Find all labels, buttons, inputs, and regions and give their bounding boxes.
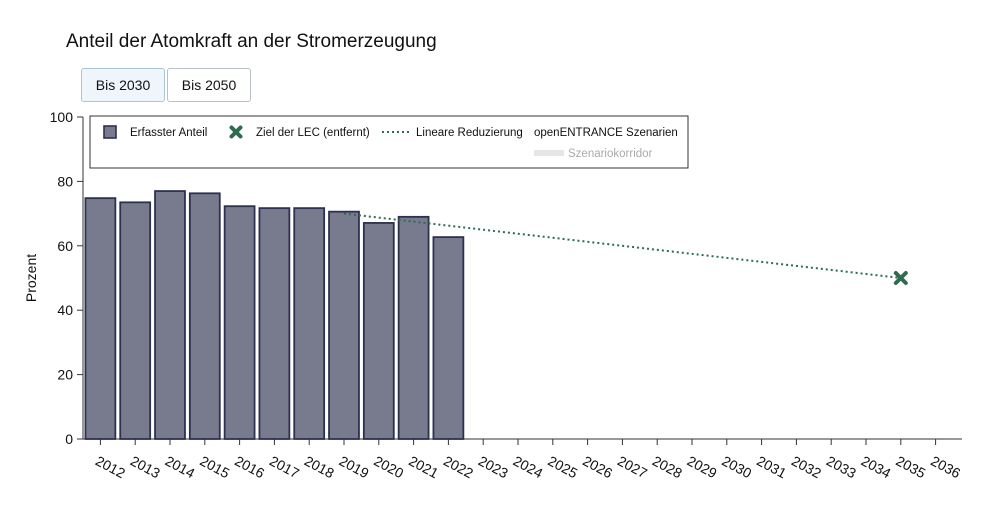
y-tick-label: 100 [50, 109, 74, 125]
x-tick-label: 2019 [337, 453, 372, 482]
legend-box [89, 115, 689, 169]
bar-2017 [258, 207, 291, 440]
legend-scenarios-header: openENTRANCE Szenarien [534, 127, 678, 139]
x-tick-label: 2026 [580, 453, 615, 482]
bar-2016 [223, 205, 256, 440]
y-tick-label: 0 [65, 431, 73, 447]
x-tick-label: 2033 [824, 453, 859, 482]
x-tick-label: 2015 [197, 453, 232, 482]
linear-reduction-line [343, 212, 901, 279]
x-tick-label: 2028 [650, 453, 685, 482]
y-axis-label: Prozent [23, 254, 39, 302]
x-tick-label: 2020 [371, 453, 406, 482]
bar-2021 [397, 215, 430, 440]
y-tick-label: 20 [57, 367, 73, 383]
target-marker-stroke [229, 125, 243, 139]
x-tick-label: 2024 [511, 453, 546, 482]
bar-2015 [188, 192, 221, 440]
x-tick-label: 2021 [406, 453, 441, 482]
x-tick-label: 2029 [685, 453, 720, 482]
chart-title: Anteil der Atomkraft an der Stromerzeugu… [66, 31, 437, 52]
x-tick-label: 2032 [789, 453, 824, 482]
x-tick-label: 2022 [441, 453, 476, 482]
legend-corridor-swatch [534, 150, 564, 156]
x-tick-label: 2023 [476, 453, 511, 482]
reduction-line-group [343, 212, 908, 285]
x-tick-label: 2025 [545, 453, 580, 482]
x-tick-label: 2017 [267, 453, 302, 482]
legend-recorded-label: Erfasster Anteil [130, 127, 207, 139]
x-tick-label: 2012 [93, 453, 128, 482]
x-tick-label: 2031 [754, 453, 789, 482]
legend-target-label: Ziel der LEC (entfernt) [256, 127, 370, 139]
target-marker-stroke [893, 271, 908, 285]
legend: Erfasster Anteil Ziel der LEC (entfernt)… [89, 115, 689, 169]
legend-corridor-label: Szenariokorridor [568, 148, 653, 160]
x-tick-label: 2018 [302, 453, 337, 482]
bar-2018 [293, 207, 326, 440]
x-tick-label: 2035 [893, 453, 928, 482]
x-tick-label: 2016 [232, 453, 267, 482]
legend-bar-swatch [103, 125, 117, 139]
legend-linear-label: Lineare Reduzierung [416, 127, 523, 139]
tab-bis-2030[interactable]: Bis 2030 [81, 68, 165, 102]
bar-2014 [154, 190, 186, 440]
x-tick-label: 2036 [928, 453, 963, 482]
x-tick-label: 2027 [615, 453, 650, 482]
x-tick-label: 2014 [163, 453, 198, 482]
x-tick-label: 2030 [719, 453, 754, 482]
target-marker-2035 [893, 271, 908, 285]
bar-2022 [432, 236, 465, 440]
x-tick-label: 2013 [128, 453, 163, 482]
bar-2020 [362, 222, 395, 440]
y-tick-label: 60 [57, 238, 73, 254]
x-tick-label: 2034 [859, 453, 894, 482]
bar-2013 [119, 201, 152, 440]
bar-2019 [328, 210, 360, 440]
x-tick-labels: 2012 2013 2014 2015 2016 2017 2018 2019 2020 2021… [93, 453, 963, 482]
y-tick-label: 80 [57, 173, 73, 189]
tab-bis-2050[interactable]: Bis 2050 [167, 68, 251, 102]
y-tick-label: 40 [57, 302, 73, 318]
legend-target-marker-icon [229, 125, 243, 139]
bar-2012 [84, 197, 117, 440]
bars [84, 190, 465, 440]
legend-target-cross [229, 125, 243, 139]
